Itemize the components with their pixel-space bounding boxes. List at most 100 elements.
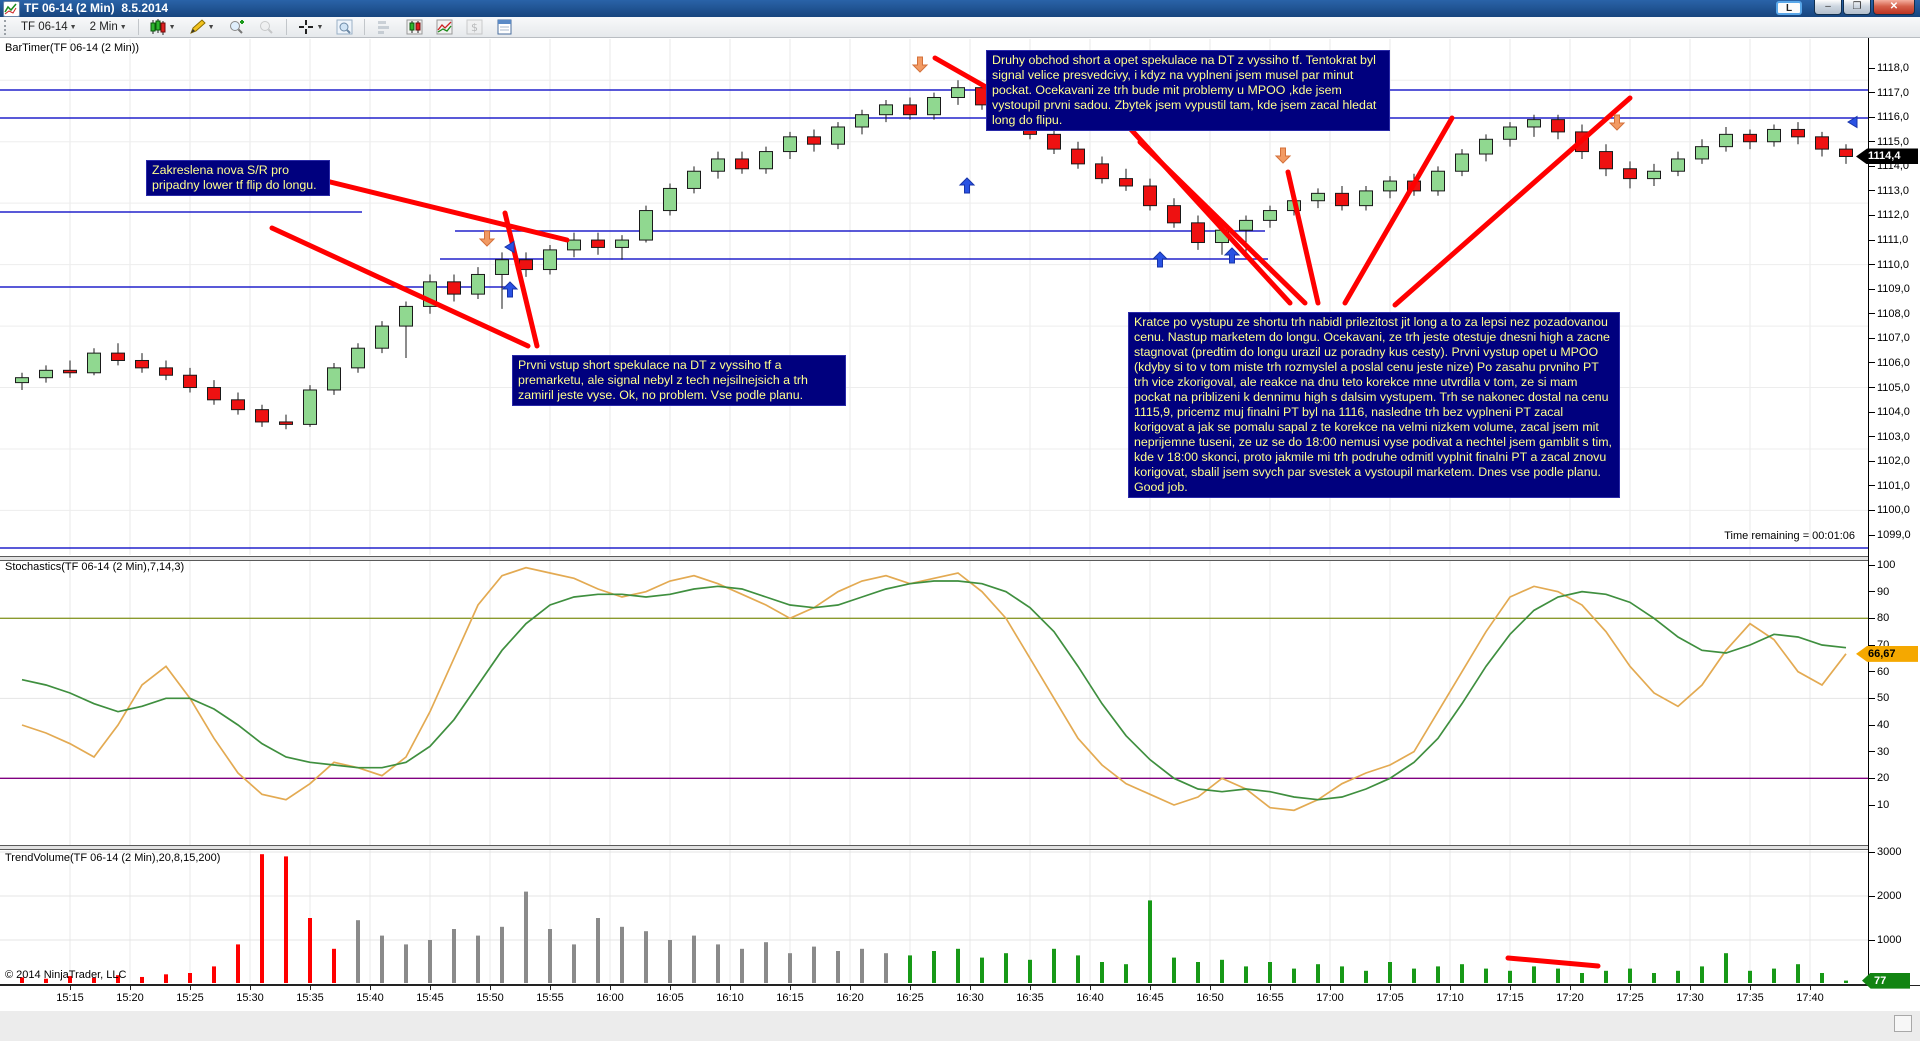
stochastics-series [21, 566, 1847, 812]
axis-tick-label: 1000 [1869, 933, 1901, 947]
panel-border [0, 984, 1868, 985]
axis-tick-label: 30 [1869, 745, 1889, 759]
annotation-note[interactable]: Zakreslena nova S/R pro pripadny lower t… [146, 160, 330, 196]
axis-tick-label: 2000 [1869, 889, 1901, 903]
chart-trader-button[interactable] [401, 17, 428, 37]
data-box-icon [336, 19, 353, 35]
time-axis[interactable]: 15:15 15:20 15:25 15:30 15:35 15:40 15:45 15:50… [0, 985, 1920, 1011]
toolbar-separator [285, 19, 287, 35]
link-button[interactable]: L [1776, 1, 1802, 15]
crosshair-button[interactable]: ▼ [293, 17, 329, 37]
axis-tick-label: 1117,0 [1869, 86, 1909, 100]
axis-tick-label: 1110,0 [1869, 258, 1909, 272]
app-icon [3, 1, 20, 17]
axis-tick-label: 1105,0 [1869, 381, 1910, 395]
down-arrow-icon [1608, 114, 1626, 131]
window-resize-grip[interactable] [1894, 1015, 1912, 1032]
time-axis-tick [1090, 986, 1091, 990]
annotation-note[interactable]: Kratce po vystupu ze shortu trh nabidl p… [1128, 312, 1620, 498]
panel-splitter[interactable] [0, 845, 1868, 850]
toolbar-grip[interactable] [4, 19, 11, 35]
up-arrow-icon [1223, 247, 1241, 264]
account-button[interactable]: $ [461, 17, 488, 37]
chevron-down-icon: ▼ [119, 23, 127, 31]
annotation-note[interactable]: Druhy obchod short a opet spekulace na D… [986, 50, 1390, 131]
time-axis-label: 15:40 [356, 992, 384, 1004]
zoom-out-button[interactable] [253, 17, 280, 37]
chevron-down-icon: ▼ [207, 23, 215, 31]
time-axis-label: 16:05 [656, 992, 684, 1004]
time-axis-tick [730, 986, 731, 990]
time-axis-label: 17:00 [1316, 992, 1344, 1004]
time-axis-label: 17:05 [1376, 992, 1404, 1004]
chart-style-button[interactable]: ▼ [145, 17, 181, 37]
time-axis-label: 16:45 [1136, 992, 1164, 1004]
axis-tick-label: 40 [1869, 718, 1889, 732]
axis-tick-label: 1102,0 [1869, 454, 1910, 468]
time-axis-tick [70, 986, 71, 990]
chevron-down-icon: ▼ [316, 23, 324, 31]
time-axis-tick [1210, 986, 1211, 990]
indicators-button[interactable] [431, 17, 458, 37]
minimize-button[interactable]: – [1814, 0, 1842, 15]
instrument-label: TF 06-14 [21, 21, 68, 33]
axis-tick-label: 1099,0 [1869, 528, 1911, 542]
up-arrow-icon [501, 281, 519, 298]
dollar-icon: $ [466, 19, 483, 35]
maximize-button[interactable]: ❐ [1843, 0, 1871, 15]
down-arrow-icon [911, 56, 929, 73]
time-axis-label: 15:30 [236, 992, 264, 1004]
time-axis-label: 16:30 [956, 992, 984, 1004]
chevron-down-icon: ▼ [168, 23, 176, 31]
instrument-selector[interactable]: TF 06-14 ▼ [16, 19, 82, 35]
time-axis-label: 15:15 [56, 992, 84, 1004]
time-axis-label: 16:20 [836, 992, 864, 1004]
time-axis-tick [310, 986, 311, 990]
time-axis-label: 15:45 [416, 992, 444, 1004]
time-axis-tick [130, 986, 131, 990]
axis-tick-label: 1104,0 [1869, 405, 1910, 419]
toolbar-separator [364, 19, 366, 35]
time-axis-label: 17:10 [1436, 992, 1464, 1004]
properties-button[interactable] [491, 17, 518, 37]
time-axis-label: 15:20 [116, 992, 144, 1004]
candlestick-style-icon [150, 19, 167, 35]
time-axis-tick [490, 986, 491, 990]
close-button[interactable]: ✕ [1873, 0, 1915, 15]
title-bar: TF 06-14 (2 Min) 8.5.2014 L – ❐ ✕ [0, 0, 1920, 17]
annotation-trend-lines[interactable] [262, 55, 1633, 969]
time-axis-label: 17:30 [1676, 992, 1704, 1004]
copyright-text: © 2014 NinjaTrader, LLC [5, 969, 127, 981]
time-axis-tick [1630, 986, 1631, 990]
time-axis-tick [1030, 986, 1031, 990]
time-axis-tick [1330, 986, 1331, 990]
axis-tick-label: 90 [1869, 585, 1889, 599]
price-axis[interactable]: 1118,0 1117,0 1116,0 1115,0 1114,0 1113,0 1112… [1868, 38, 1920, 1010]
time-axis-label: 15:35 [296, 992, 324, 1004]
bar-spacing-button[interactable] [371, 17, 398, 37]
panel-splitter[interactable] [0, 556, 1868, 561]
annotation-note[interactable]: Prvni vstup short spekulace na DT z vyss… [512, 355, 846, 406]
axis-tick-label: 1113,0 [1869, 184, 1909, 198]
stochastics-panel-label: Stochastics(TF 06-14 (2 Min),7,14,3) [5, 561, 185, 573]
time-axis-tick [1750, 986, 1751, 990]
axis-tick-label: 1111,0 [1869, 233, 1908, 247]
price-panel-label: BarTimer(TF 06-14 (2 Min)) [5, 42, 140, 54]
data-box-button[interactable] [331, 17, 358, 37]
interval-selector[interactable]: 2 Min ▼ [85, 19, 132, 35]
window-title: TF 06-14 (2 Min) 8.5.2014 [24, 1, 169, 15]
time-axis-tick [370, 986, 371, 990]
time-axis-label: 16:50 [1196, 992, 1224, 1004]
axis-tick-label: 1101,0 [1869, 479, 1910, 493]
zoom-in-button[interactable] [223, 17, 250, 37]
time-axis-tick [790, 986, 791, 990]
time-axis-tick [610, 986, 611, 990]
drawing-tools-button[interactable]: ▼ [184, 17, 220, 37]
chart-canvas[interactable] [0, 0, 1868, 1010]
pencil-icon [189, 19, 206, 35]
time-axis-label: 17:25 [1616, 992, 1644, 1004]
axis-tick-label: 1106,0 [1869, 356, 1910, 370]
time-axis-tick [1450, 986, 1451, 990]
axis-tick-label: 1107,0 [1869, 331, 1910, 345]
trade-marker-arrows [478, 56, 1858, 298]
